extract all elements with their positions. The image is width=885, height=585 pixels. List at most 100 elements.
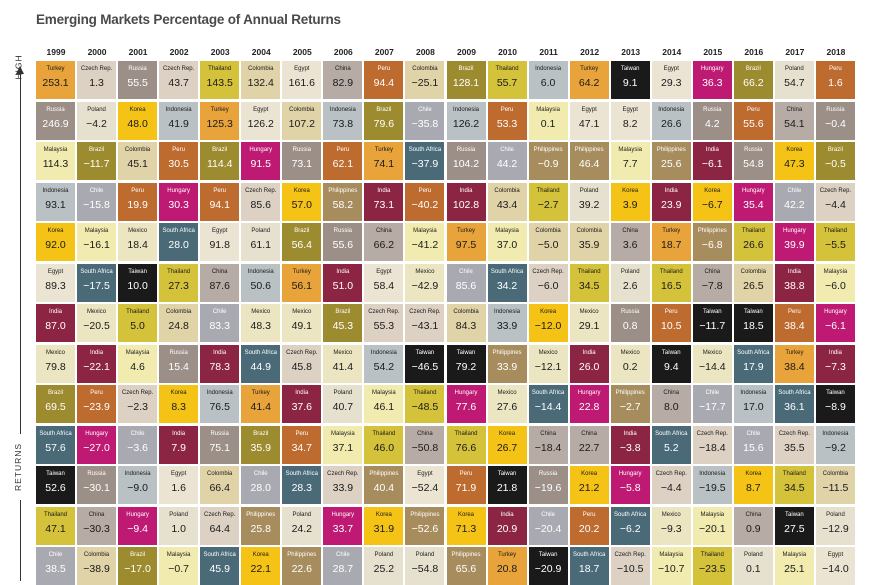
return-cell: Indonesia 6.0	[528, 61, 568, 99]
return-cell: Peru 20.2	[569, 506, 609, 545]
return-value: 73.1	[291, 158, 313, 170]
country-label: Czech Rep.	[409, 309, 441, 315]
return-value: −6.0	[825, 279, 846, 292]
return-cell: Poland −4.2	[77, 101, 117, 140]
return-value: −0.4	[825, 117, 846, 130]
return-cell: Indonesia 54.2	[364, 344, 404, 383]
return-value: −12.1	[534, 360, 562, 373]
country-label: Korea	[129, 106, 146, 113]
return-value: 77.6	[455, 401, 477, 413]
country-label: Thailand	[659, 268, 683, 275]
return-cell: Poland −54.8	[405, 547, 445, 585]
return-value: 22.1	[250, 563, 271, 575]
arrow-up-icon	[16, 66, 24, 74]
return-value: 39.9	[784, 239, 805, 251]
country-label: Korea	[581, 471, 598, 477]
return-value: 19.9	[127, 198, 148, 211]
return-value: 71.9	[455, 482, 477, 494]
country-label: Thailand	[495, 66, 519, 72]
return-value: 26.0	[578, 360, 600, 373]
return-cell: Thailand 34.5	[774, 466, 814, 504]
return-cell: Malaysia −0.7	[159, 547, 199, 585]
country-label: Thailand	[782, 471, 806, 477]
return-cell: Korea −12.0	[528, 304, 568, 342]
country-label: Philippines	[410, 511, 440, 518]
return-value: 87.6	[209, 279, 230, 292]
return-value: 41.4	[332, 360, 354, 373]
return-value: 26.6	[661, 117, 682, 130]
return-value: 92.0	[45, 239, 66, 251]
return-cell: South Africa 28.3	[282, 466, 322, 504]
return-value: 66.2	[743, 77, 764, 89]
country-label: India	[295, 390, 309, 396]
country-label: Indonesia	[42, 187, 69, 194]
return-cell: Korea 26.7	[487, 425, 527, 464]
country-label: Colombia	[289, 106, 315, 113]
return-cell: Malaysia 4.6	[118, 344, 158, 383]
country-label: Taiwan	[785, 511, 804, 518]
return-cell: Colombia −5.0	[528, 223, 568, 261]
return-value: 9.4	[663, 360, 679, 373]
country-label: Peru	[377, 66, 391, 72]
return-value: −27.0	[83, 441, 110, 454]
return-cell: Turkey 97.5	[446, 223, 486, 261]
return-value: −10.7	[657, 563, 685, 575]
country-label: Chile	[787, 187, 802, 194]
return-cell: Philippines 33.9	[487, 344, 527, 383]
return-cell: Czech Rep. 45.8	[282, 344, 322, 383]
country-label: Turkey	[210, 106, 229, 113]
country-label: Chile	[705, 390, 720, 396]
return-value: 39.2	[578, 198, 600, 211]
country-label: Mexico	[620, 349, 640, 356]
return-cell: Philippines 46.4	[569, 142, 609, 180]
country-label: Brazil	[130, 552, 146, 558]
return-value: 28.3	[291, 482, 313, 494]
country-label: Peru	[90, 390, 103, 396]
return-cell: Peru 10.5	[651, 304, 691, 342]
country-label: Russia	[538, 471, 558, 477]
return-value: 30.3	[168, 198, 189, 211]
year-label: 1999	[46, 47, 66, 57]
return-cell: China −50.8	[405, 425, 445, 464]
return-value: 40.7	[332, 401, 354, 413]
return-value: 35.4	[743, 198, 764, 211]
return-cell: Philippines 65.6	[446, 547, 486, 585]
return-value: 0.9	[746, 522, 761, 535]
return-cell: Taiwan 9.1	[610, 61, 650, 99]
country-label: Turkey	[456, 228, 476, 234]
return-cell: Poland 2.6	[610, 263, 650, 302]
country-label: Czech Rep.	[655, 471, 687, 477]
chart-title: Emerging Markets Percentage of Annual Re…	[36, 12, 341, 27]
return-cell: Brazil 69.5	[36, 385, 75, 423]
return-value: −9.0	[127, 482, 148, 494]
country-label: Peru	[418, 187, 432, 194]
return-cell: Indonesia −9.0	[118, 466, 158, 504]
return-value: 37.0	[496, 239, 518, 251]
country-label: Philippines	[615, 390, 645, 396]
country-label: Colombia	[535, 228, 561, 234]
country-label: Chile	[418, 106, 432, 113]
country-label: Chile	[48, 552, 63, 558]
return-cell: China −18.4	[528, 425, 568, 464]
return-cell: Philippines −2.7	[610, 385, 650, 423]
country-label: Indonesia	[740, 390, 767, 396]
country-label: India	[664, 187, 678, 194]
country-label: Peru	[213, 187, 227, 194]
return-cell: Taiwan 79.2	[446, 344, 486, 383]
return-cell: China 22.7	[569, 425, 609, 464]
return-value: 102.8	[452, 198, 480, 211]
return-value: 21.8	[496, 482, 518, 494]
return-value: 42.2	[784, 198, 805, 211]
country-label: South Africa	[285, 471, 318, 477]
return-value: −16.1	[83, 239, 110, 251]
return-cell: Hungary −5.8	[610, 466, 650, 504]
country-label: Hungary	[249, 147, 273, 153]
country-label: Malaysia	[823, 268, 848, 275]
return-cell: Poland 40.7	[323, 385, 363, 423]
return-value: 50.6	[250, 279, 271, 292]
country-label: Egypt	[622, 106, 638, 113]
country-label: Poland	[826, 511, 845, 518]
return-cell: Czech Rep. 33.9	[323, 466, 363, 504]
return-value: 5.2	[663, 441, 679, 454]
return-cell: Indonesia 73.8	[323, 101, 363, 140]
